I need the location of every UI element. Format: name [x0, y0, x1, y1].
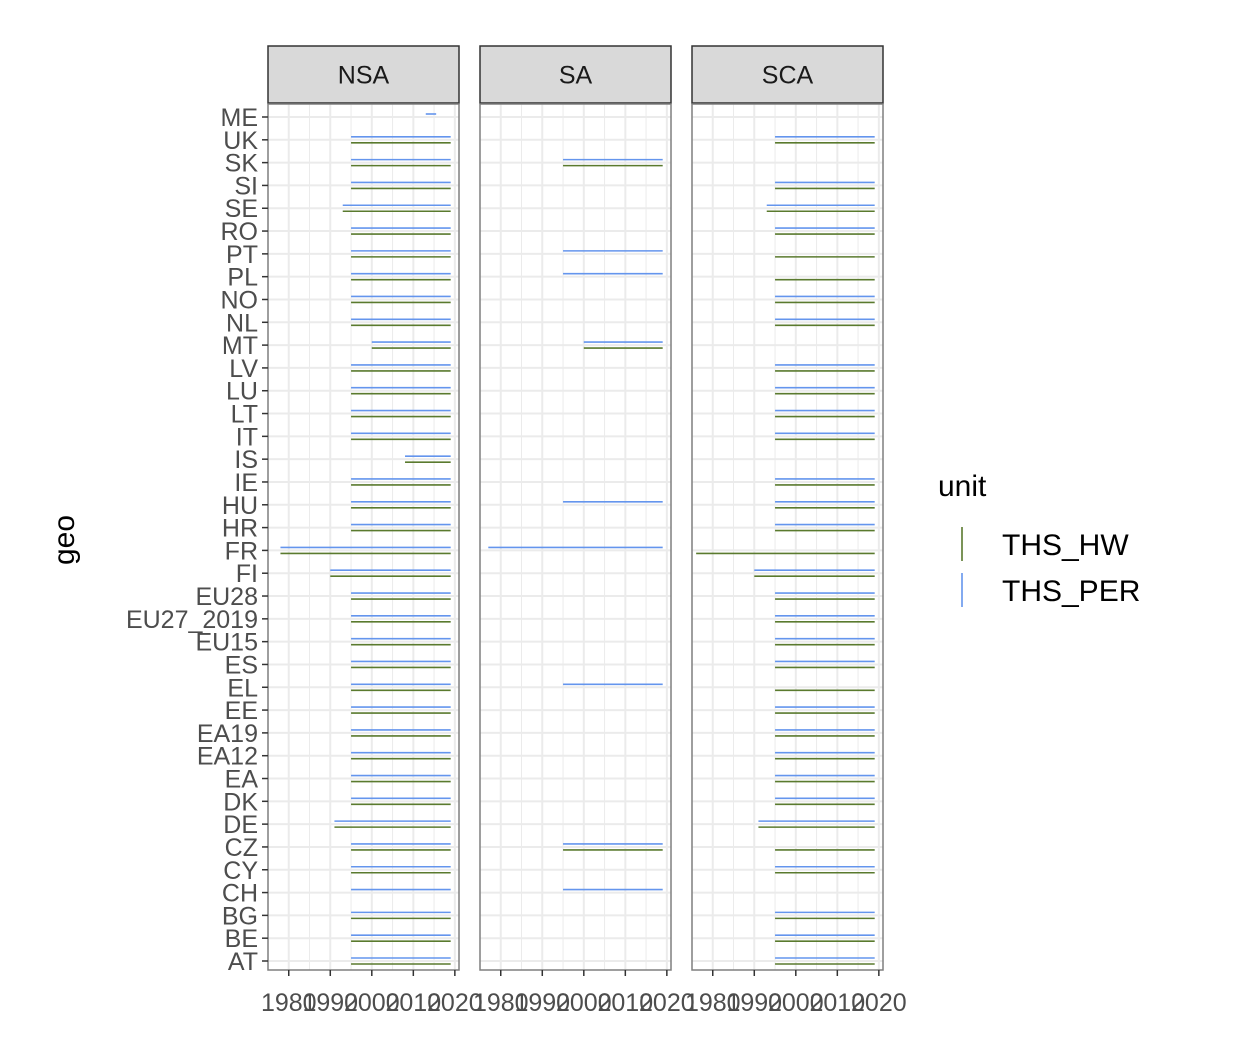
panel-bg-sca: [692, 104, 883, 970]
y-tick-label-at: AT: [228, 948, 258, 976]
y-tick-label-lu: LU: [226, 378, 258, 406]
x-tick-label-nsa-2010: 2010: [386, 989, 442, 1017]
y-tick-label-ch: CH: [222, 880, 258, 908]
x-tick-label-sa-1980: 1980: [473, 989, 529, 1017]
y-tick-label-lv: LV: [229, 355, 258, 383]
y-tick-label-eu27-2019: EU27_2019: [126, 606, 258, 634]
y-tick-label-hu: HU: [222, 492, 258, 520]
y-tick-label-dk: DK: [223, 788, 258, 816]
y-tick-label-cz: CZ: [225, 834, 258, 862]
strip-label-sa: SA: [559, 62, 593, 90]
y-tick-label-de: DE: [223, 811, 258, 839]
x-tick-label-nsa-2020: 2020: [427, 989, 483, 1017]
y-tick-label-ea: EA: [225, 766, 259, 794]
strip-nsa: [267, 45, 460, 104]
panel-bg-sa: [480, 104, 671, 970]
x-tick-label-sa-1990: 1990: [514, 989, 570, 1017]
x-tick-label-nsa-1980: 1980: [261, 989, 317, 1017]
y-tick-label-be: BE: [225, 925, 258, 953]
y-axis: ATBEBGCHCYCZDEDKEAEA12EA19EEELESEU15EU27…: [126, 104, 268, 976]
y-tick-label-el: EL: [227, 674, 258, 702]
strip-label-sca: SCA: [762, 62, 814, 90]
x-tick-label-sca-1990: 1990: [726, 989, 782, 1017]
y-tick-label-si: SI: [234, 172, 258, 200]
y-tick-label-eu15: EU15: [195, 629, 258, 657]
y-tick-label-uk: UK: [223, 127, 258, 155]
x-tick-label-sa-2010: 2010: [598, 989, 654, 1017]
y-tick-label-is: IS: [234, 446, 258, 474]
y-tick-label-sk: SK: [225, 150, 259, 178]
legend-label-ths-hw: THS_HW: [1002, 529, 1129, 562]
y-tick-label-pt: PT: [226, 241, 258, 269]
strip-label-nsa: NSA: [338, 62, 390, 90]
strip-sa: [479, 45, 672, 104]
x-tick-label-sa-2020: 2020: [639, 989, 695, 1017]
y-tick-label-ee: EE: [225, 697, 258, 725]
y-tick-label-ie: IE: [234, 469, 258, 497]
y-tick-label-lt: LT: [231, 401, 258, 429]
panel-bg-nsa: [268, 104, 459, 970]
panel-border-nsa: [267, 103, 460, 971]
x-tick-label-sa-2000: 2000: [556, 989, 612, 1017]
facet-panels: NSA19801990200020102020SA198019902000201…: [261, 45, 907, 1017]
y-axis-title: geo: [48, 515, 81, 565]
y-tick-label-me: ME: [221, 104, 259, 132]
panel-border-sca: [691, 103, 884, 971]
y-tick-label-pl: PL: [227, 264, 258, 292]
y-tick-label-es: ES: [225, 651, 258, 679]
y-tick-label-ea19: EA19: [197, 720, 258, 748]
y-tick-label-hr: HR: [222, 515, 258, 543]
panel-border-sa: [479, 103, 672, 971]
y-tick-label-eu28: EU28: [195, 583, 258, 611]
x-tick-label-nsa-1990: 1990: [302, 989, 358, 1017]
strip-sca: [691, 45, 884, 104]
y-tick-label-fi: FI: [236, 560, 258, 588]
legend: unit THS_HW THS_PER: [938, 470, 1140, 608]
y-tick-label-cy: CY: [223, 857, 258, 885]
y-tick-label-bg: BG: [222, 902, 258, 930]
y-tick-label-fr: FR: [225, 537, 258, 565]
legend-title: unit: [938, 470, 987, 503]
y-tick-label-ro: RO: [221, 218, 259, 246]
y-tick-label-mt: MT: [222, 332, 258, 360]
y-tick-label-nl: NL: [226, 309, 258, 337]
x-tick-label-nsa-2000: 2000: [344, 989, 400, 1017]
x-tick-label-sca-1980: 1980: [685, 989, 741, 1017]
y-tick-label-ea12: EA12: [197, 743, 258, 771]
x-tick-label-sca-2000: 2000: [768, 989, 824, 1017]
y-tick-label-se: SE: [225, 195, 258, 223]
legend-label-ths-per: THS_PER: [1002, 575, 1140, 608]
y-tick-label-no: NO: [221, 286, 259, 314]
x-tick-label-sca-2010: 2010: [810, 989, 866, 1017]
x-tick-label-sca-2020: 2020: [851, 989, 907, 1017]
y-tick-label-it: IT: [236, 423, 258, 451]
